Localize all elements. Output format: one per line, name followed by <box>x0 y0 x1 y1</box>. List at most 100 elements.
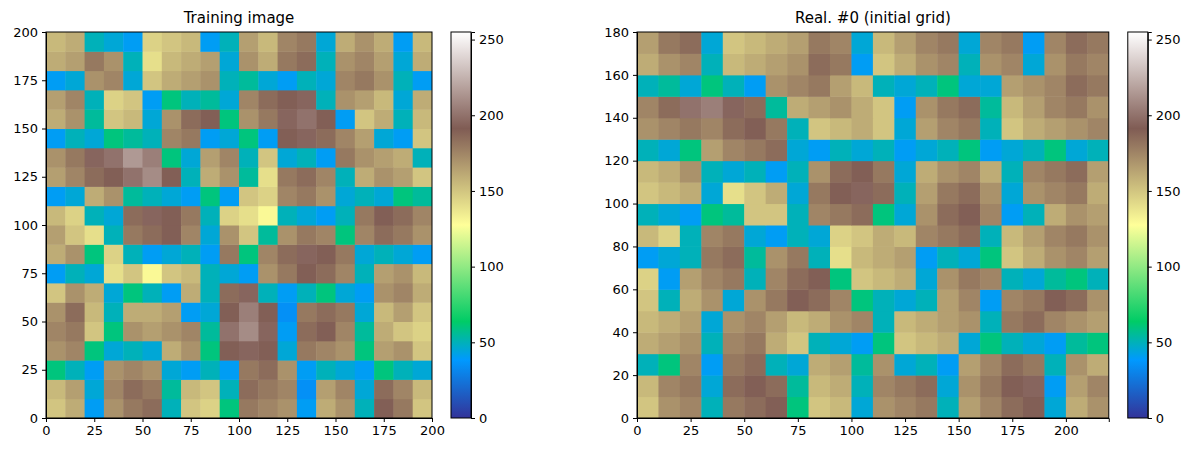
cell <box>809 118 831 140</box>
cell <box>316 244 336 264</box>
tick-label: 150 <box>324 423 349 438</box>
cell <box>374 302 394 322</box>
cell <box>787 139 809 161</box>
cell <box>162 148 182 168</box>
tick-mark <box>633 32 637 33</box>
cell <box>1087 311 1108 333</box>
tick-mark <box>42 273 46 274</box>
tick: 75 <box>183 418 200 438</box>
cell <box>916 96 938 118</box>
cell <box>374 341 394 361</box>
cell <box>787 311 809 333</box>
tick: 50 <box>135 418 152 438</box>
cell <box>162 51 182 71</box>
cell <box>1023 139 1045 161</box>
cell <box>1044 32 1066 54</box>
cell <box>355 32 375 52</box>
cell <box>766 161 788 183</box>
cell <box>787 397 809 418</box>
cell <box>278 186 298 206</box>
cell <box>143 186 163 206</box>
cell <box>104 302 124 322</box>
tick: 200 <box>420 418 445 438</box>
tick: 20 <box>612 368 637 383</box>
cell <box>85 244 105 264</box>
cell <box>123 32 143 52</box>
cell <box>85 51 105 71</box>
cell <box>851 53 873 75</box>
cell <box>200 129 220 149</box>
tick-mark <box>633 75 637 76</box>
tick: 50 <box>21 314 46 329</box>
cell <box>413 341 432 361</box>
tick-mark <box>42 370 46 371</box>
cell <box>1066 375 1088 397</box>
cell <box>162 399 182 418</box>
cell <box>143 148 163 168</box>
cell <box>637 311 659 333</box>
cell <box>873 139 895 161</box>
cell <box>1002 311 1024 333</box>
cell <box>1066 53 1088 75</box>
cell <box>980 53 1002 75</box>
figure: 0255075100125150175200025507510012515017… <box>0 0 1192 451</box>
cell <box>297 71 317 91</box>
tick-label: 20 <box>612 368 629 383</box>
cell <box>200 90 220 110</box>
cell <box>937 311 959 333</box>
cell <box>393 244 413 264</box>
cell <box>104 244 124 264</box>
cell <box>393 109 413 129</box>
cell <box>766 118 788 140</box>
cell <box>744 96 766 118</box>
cell <box>1023 161 1045 183</box>
cell <box>143 206 163 226</box>
cell <box>851 118 873 140</box>
cell <box>1087 225 1108 247</box>
tick-mark <box>191 418 192 422</box>
cell <box>123 264 143 284</box>
cell <box>123 302 143 322</box>
cell <box>637 53 659 75</box>
cell <box>744 246 766 268</box>
cell <box>830 75 852 97</box>
axis-line <box>472 33 476 419</box>
cell <box>701 96 723 118</box>
panel: 0255075100125150175200025507510012515017… <box>13 9 504 438</box>
cell <box>851 75 873 97</box>
tick-label: 160 <box>604 68 629 83</box>
tick-label: 80 <box>612 239 629 254</box>
cell <box>46 186 66 206</box>
cell <box>181 186 201 206</box>
tick: 150 <box>947 418 972 438</box>
cell <box>104 360 124 380</box>
cell <box>1044 96 1066 118</box>
cell <box>123 129 143 149</box>
cell <box>413 206 432 226</box>
cell <box>723 354 745 376</box>
cell <box>336 283 356 303</box>
cell <box>937 96 959 118</box>
cell <box>873 375 895 397</box>
cell <box>894 96 916 118</box>
cell <box>658 139 680 161</box>
cell <box>701 354 723 376</box>
tick: 150 <box>13 121 46 136</box>
cell <box>1002 53 1024 75</box>
cell <box>374 244 394 264</box>
tick-mark <box>633 204 637 205</box>
cell <box>297 225 317 245</box>
tick-mark <box>42 322 46 323</box>
cell <box>355 341 375 361</box>
axis-line <box>42 33 47 419</box>
cell <box>959 96 981 118</box>
tick-mark <box>633 418 637 419</box>
cell <box>181 379 201 399</box>
cell <box>65 264 85 284</box>
tick-mark <box>471 267 475 268</box>
tick-mark <box>1148 267 1152 268</box>
cell <box>980 397 1002 418</box>
cell <box>1023 289 1045 311</box>
tick-mark <box>1148 115 1152 116</box>
cell <box>200 148 220 168</box>
